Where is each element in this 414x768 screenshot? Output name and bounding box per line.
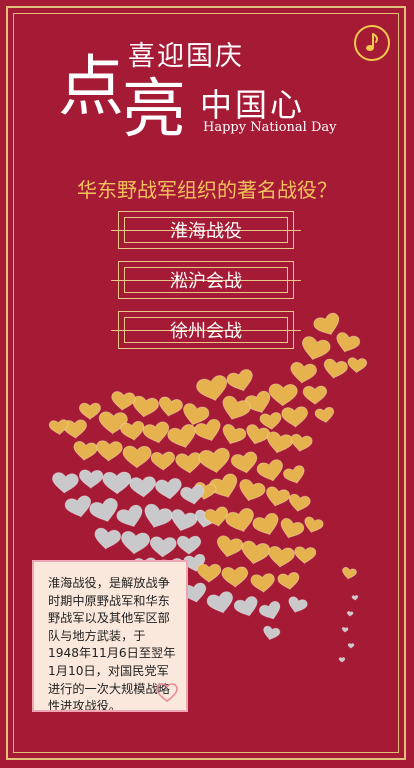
option-button-1[interactable]: 淮海战役 bbox=[111, 211, 301, 249]
option-button-3[interactable]: 徐州会战 bbox=[111, 311, 301, 349]
map-heart-55 bbox=[144, 503, 173, 529]
map-heart-10 bbox=[259, 412, 282, 431]
map-heart-7 bbox=[268, 383, 298, 407]
map-heart-11 bbox=[314, 406, 335, 424]
map-heart-49 bbox=[129, 476, 157, 498]
map-heart-68 bbox=[280, 517, 305, 539]
map-heart-87 bbox=[347, 643, 355, 649]
map-heart-50 bbox=[155, 478, 182, 500]
map-heart-27 bbox=[194, 418, 221, 442]
map-heart-76 bbox=[250, 573, 275, 593]
map-heart-77 bbox=[277, 572, 300, 591]
option-label-3: 徐州会战 bbox=[170, 321, 242, 342]
map-heart-30 bbox=[266, 431, 294, 454]
map-heart-37 bbox=[198, 447, 230, 474]
map-heart-17 bbox=[158, 396, 183, 417]
quiz-question: 华东野战军组织的著名战役？ bbox=[77, 178, 337, 202]
map-heart-8 bbox=[302, 385, 328, 405]
title-char-liang: 亮 bbox=[122, 73, 186, 147]
map-heart-44 bbox=[288, 493, 311, 512]
outer-frame bbox=[6, 6, 406, 760]
map-heart-36 bbox=[175, 452, 202, 474]
map-heart-88 bbox=[338, 657, 346, 663]
map-heart-13 bbox=[226, 369, 253, 392]
map-heart-4 bbox=[323, 358, 348, 379]
title-char-dian: 点 bbox=[58, 48, 124, 125]
title-small: 喜迎国庆 bbox=[128, 41, 244, 72]
map-heart-29 bbox=[246, 424, 271, 445]
map-heart-9 bbox=[281, 406, 309, 428]
map-heart-79 bbox=[206, 591, 233, 614]
map-heart-1 bbox=[313, 312, 340, 336]
map-heart-56 bbox=[171, 509, 198, 532]
map-heart-46 bbox=[52, 472, 79, 494]
map-heart-81 bbox=[258, 601, 281, 620]
map-heart-21 bbox=[78, 402, 102, 421]
map-heart-24 bbox=[120, 420, 145, 441]
heart-outline-icon[interactable] bbox=[156, 683, 178, 703]
map-heart-72 bbox=[268, 546, 295, 568]
map-heart-82 bbox=[288, 596, 308, 613]
map-heart-3 bbox=[302, 336, 331, 361]
map-heart-71 bbox=[241, 540, 271, 565]
info-card: 淮海战役，是解放战争时期中原野战军和华东野战军以及其他军区部队与地方武装，于19… bbox=[32, 560, 188, 712]
map-heart-33 bbox=[95, 440, 123, 462]
map-heart-35 bbox=[150, 451, 176, 471]
map-heart-39 bbox=[256, 459, 283, 482]
subtitle-en: Happy National Day bbox=[203, 120, 337, 135]
map-heart-34 bbox=[122, 445, 152, 469]
map-heart-53 bbox=[89, 497, 118, 523]
map-heart-73 bbox=[294, 546, 317, 565]
music-toggle-button[interactable] bbox=[354, 25, 390, 61]
map-heart-19 bbox=[111, 391, 136, 411]
map-heart-23 bbox=[48, 419, 69, 436]
map-heart-69 bbox=[304, 516, 324, 534]
option-label-2: 淞沪会战 bbox=[170, 271, 242, 292]
inner-frame bbox=[13, 13, 399, 753]
map-heart-15 bbox=[222, 395, 251, 421]
music-note-icon bbox=[366, 33, 378, 51]
map-heart-47 bbox=[78, 469, 104, 489]
map-heart-89 bbox=[351, 595, 359, 601]
map-heart-43 bbox=[266, 486, 291, 507]
map-heart-18 bbox=[132, 395, 159, 418]
map-heart-66 bbox=[225, 508, 254, 533]
map-heart-83 bbox=[263, 625, 281, 641]
map-heart-59 bbox=[121, 531, 151, 555]
map-heart-54 bbox=[116, 504, 143, 528]
map-heart-6 bbox=[347, 357, 368, 374]
map-heart-31 bbox=[290, 433, 313, 452]
map-heart-52 bbox=[64, 495, 92, 518]
map-heart-22 bbox=[62, 419, 87, 439]
title-rest: 中国心 bbox=[200, 86, 306, 124]
map-heart-16 bbox=[183, 403, 210, 426]
map-heart-48 bbox=[102, 471, 132, 495]
map-heart-42 bbox=[239, 478, 266, 502]
map-heart-38 bbox=[230, 451, 258, 474]
map-heart-58 bbox=[94, 527, 121, 550]
map-heart-74 bbox=[196, 563, 222, 583]
option-label-1: 淮海战役 bbox=[170, 221, 242, 242]
map-heart-2 bbox=[336, 332, 361, 353]
option-button-2[interactable]: 淞沪会战 bbox=[111, 261, 301, 299]
map-heart-12 bbox=[196, 375, 228, 402]
map-heart-28 bbox=[222, 423, 247, 445]
map-heart-60 bbox=[149, 536, 177, 558]
map-heart-32 bbox=[73, 441, 98, 461]
map-heart-61 bbox=[176, 535, 202, 555]
map-heart-86 bbox=[341, 627, 349, 633]
map-heart-51 bbox=[180, 484, 205, 505]
map-heart-85 bbox=[346, 610, 354, 617]
map-heart-26 bbox=[167, 424, 196, 449]
map-heart-40 bbox=[283, 465, 305, 484]
map-heart-70 bbox=[216, 535, 244, 558]
map-heart-80 bbox=[233, 596, 258, 617]
map-heart-75 bbox=[221, 566, 249, 588]
map-heart-67 bbox=[252, 512, 279, 536]
map-heart-84 bbox=[342, 567, 357, 580]
info-card-text: 淮海战役，是解放战争时期中原野战军和华东野战军以及其他军区部队与地方武装，于19… bbox=[48, 576, 176, 712]
map-heart-25 bbox=[142, 421, 170, 444]
map-heart-5 bbox=[290, 361, 317, 384]
